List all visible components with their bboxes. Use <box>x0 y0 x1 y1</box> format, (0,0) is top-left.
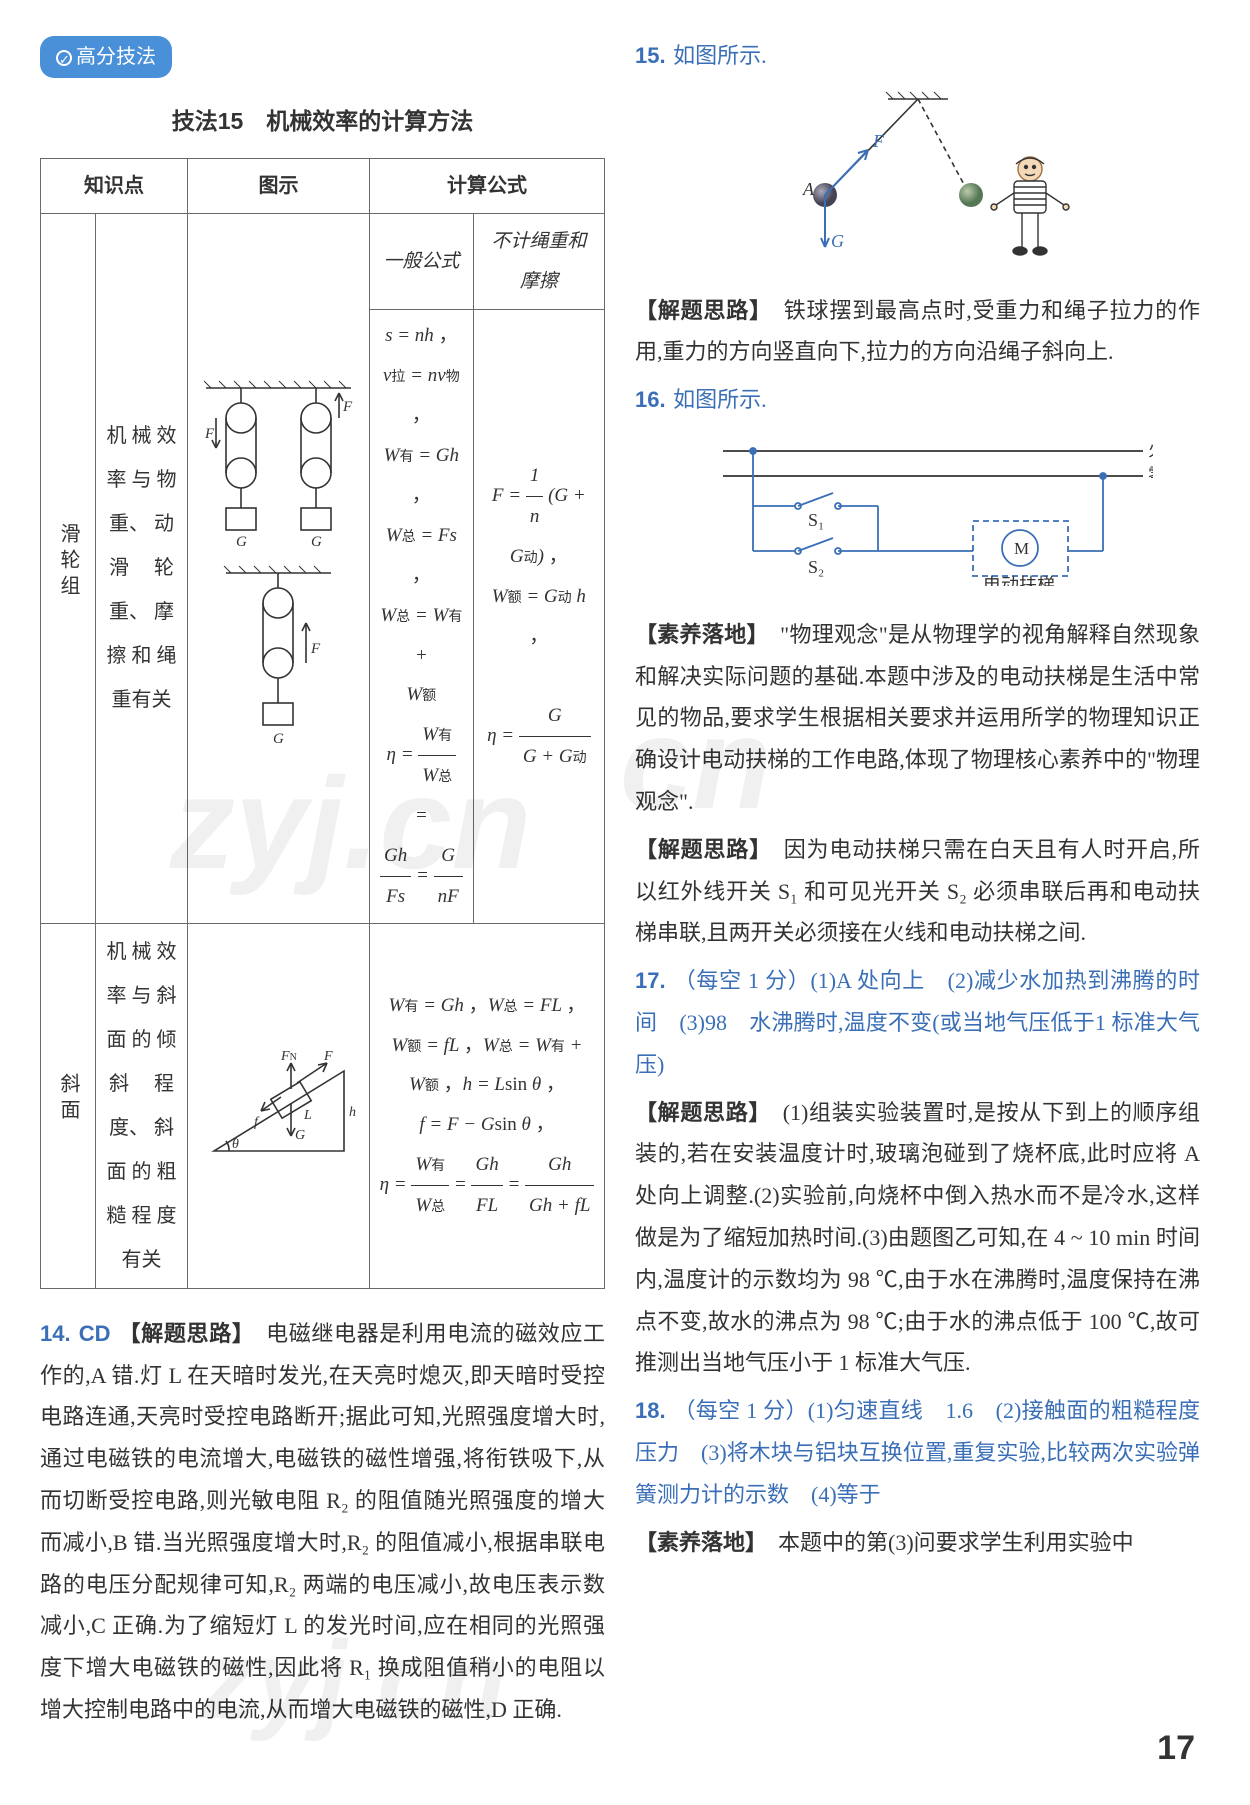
q16-number: 16. <box>635 387 666 412</box>
q17-answer-line: 17. （每空 1 分）(1)A 处向上 (2)减少水加热到沸腾的时间 (3)9… <box>635 960 1200 1085</box>
label-M: M <box>1014 539 1029 558</box>
svg-text:G: G <box>273 731 284 747</box>
incline-diagram-cell: F FN f G L h θ <box>188 923 370 1288</box>
pulley-diagram-cell: F F G G <box>188 213 370 923</box>
q18-label: 【素养落地】 <box>635 1530 756 1555</box>
tip-badge: 高分技法 <box>40 36 172 78</box>
q18-text-trail: 本题中的第(3)问要求学生利用实验中 <box>756 1530 1134 1555</box>
th-general-formula: 一般公式 <box>370 213 474 310</box>
svg-text:F: F <box>204 426 215 442</box>
circuit-diagram: 火线 零线 S₁ S₂ M 电动扶梯 <box>683 431 1153 586</box>
label-motor: 电动扶梯 <box>983 575 1055 586</box>
q16-label1: 【素养落地】 <box>635 622 758 647</box>
q16-suyang: 【素养落地】 "物理观念"是从物理学的视角解释自然现象和解决实际问题的基础.本题… <box>635 614 1200 823</box>
incline-diagram: F FN f G L h θ <box>199 1041 359 1171</box>
q14-choice: CD <box>79 1321 111 1346</box>
incline-row: 斜面 机 械 效率 与 斜面 的 倾斜 程度、 斜面 的 粗糙 程 度有关 <box>41 923 605 1288</box>
q17-label: 【解题思路】 <box>635 1100 760 1125</box>
q15-number: 15. <box>635 43 666 68</box>
svg-text:h: h <box>349 1105 356 1120</box>
label-F: F <box>872 131 885 151</box>
label-neutral: 零线 <box>1148 465 1153 485</box>
right-column: 15. 如图所示. <box>635 35 1200 1737</box>
label-s2: S₂ <box>808 557 824 577</box>
svg-text:F: F <box>310 641 321 657</box>
q15-explain: 【解题思路】 铁球摆到最高点时,受重力和绳子拉力的作用,重力的方向竖直向下,拉力… <box>635 290 1200 374</box>
svg-text:G: G <box>311 534 322 550</box>
check-icon <box>56 50 72 66</box>
q16-explain: 【解题思路】 因为电动扶梯只需在白天且有人时开启,所以红外线开关 S₁ 和可见光… <box>635 829 1200 954</box>
incline-formulas: W有 = Gh ，W总 = FL ， W额 = fL ，W总 = W有 + W额… <box>370 923 605 1288</box>
side-label-incline: 斜面 <box>49 1073 87 1125</box>
page-columns: 高分技法 技法15 机械效率的计算方法 知识点 图示 计算公式 滑轮组 机 械 … <box>40 35 1210 1737</box>
table-header-row: 知识点 图示 计算公式 <box>41 158 605 213</box>
q16-label2: 【解题思路】 <box>635 837 761 862</box>
pulley-diagram: F F G G <box>196 378 361 758</box>
formula-subheader-row: 滑轮组 机 械 效率 与 物重、 动滑 轮重、 摩擦 和 绳重有关 <box>41 213 605 310</box>
svg-text:G: G <box>236 534 247 550</box>
svg-text:F: F <box>323 1049 333 1064</box>
q16-leadin: 16. 如图所示. <box>635 379 1200 421</box>
q17-number: 17. <box>635 968 666 993</box>
q18-suyang: 【素养落地】 本题中的第(3)问要求学生利用实验中 <box>635 1522 1200 1564</box>
q14-label: 【解题思路】 <box>119 1321 244 1346</box>
q17-explain: 【解题思路】 (1)组装实验装置时,是按从下到上的顺序组装的,若在安装温度计时,… <box>635 1092 1200 1385</box>
knowledge-pulley: 机 械 效率 与 物重、 动滑 轮重、 摩擦 和 绳重有关 <box>96 213 188 923</box>
svg-text:θ: θ <box>232 1137 239 1152</box>
q15-label: 【解题思路】 <box>635 298 761 323</box>
q16-text1: "物理观念"是从物理学的视角解释自然现象和解决实际问题的基础.本题中涉及的电动扶… <box>635 622 1200 814</box>
svg-text:F: F <box>342 399 353 415</box>
badge-label: 高分技法 <box>76 46 156 68</box>
q15-leadin: 15. 如图所示. <box>635 35 1200 77</box>
q17-answer: （每空 1 分）(1)A 处向上 (2)减少水加热到沸腾的时间 (3)98 水沸… <box>635 968 1200 1077</box>
q15-leadin-text: 如图所示. <box>673 43 767 68</box>
svg-text:L: L <box>303 1108 312 1123</box>
side-label-pulley: 滑轮组 <box>49 523 87 601</box>
pulley-general-formulas: s = nh ， v拉 = nv物 ， W有 = Gh ， W总 = Fs ， … <box>370 310 474 923</box>
label-s1: S₁ <box>808 510 824 530</box>
left-column: 高分技法 技法15 机械效率的计算方法 知识点 图示 计算公式 滑轮组 机 械 … <box>40 35 605 1737</box>
knowledge-incline: 机 械 效率 与 斜面 的 倾斜 程度、 斜面 的 粗糙 程 度有关 <box>96 923 188 1288</box>
q18-answer-line: 18. （每空 1 分）(1)匀速直线 1.6 (2)接触面的粗糙程度 压力 (… <box>635 1390 1200 1515</box>
th-formula: 计算公式 <box>370 158 605 213</box>
th-knowledge: 知识点 <box>41 158 188 213</box>
pendulum-diagram: A F G <box>733 87 1103 262</box>
method-table: 知识点 图示 计算公式 滑轮组 机 械 效率 与 物重、 动滑 轮重、 摩擦 和… <box>40 158 605 1289</box>
page-number: 17 <box>1157 1716 1195 1781</box>
svg-text:FN: FN <box>280 1049 297 1064</box>
q18-number: 18. <box>635 1398 666 1423</box>
q16-figure: 火线 零线 S₁ S₂ M 电动扶梯 <box>635 431 1200 600</box>
th-diagram: 图示 <box>188 158 370 213</box>
th-no-friction: 不计绳重和摩擦 <box>473 213 604 310</box>
svg-text:G: G <box>295 1128 305 1143</box>
label-G: G <box>831 231 844 251</box>
q16-leadin-text: 如图所示. <box>673 387 767 412</box>
q14-text: 电磁继电器是利用电流的磁效应工作的,A 错.灯 L 在天暗时发光,在天亮时熄灭,… <box>40 1321 605 1722</box>
pulley-nofriction-formulas: F = 1n (G + G动) ， W额 = G动 h ， η = GG + G… <box>473 310 604 923</box>
label-live: 火线 <box>1148 440 1153 460</box>
q14-paragraph: 14. CD 【解题思路】 电磁继电器是利用电流的磁效应工作的,A 错.灯 L … <box>40 1313 605 1731</box>
q17-text: (1)组装实验装置时,是按从下到上的顺序组装的,若在安装温度计时,玻璃泡碰到了烧… <box>635 1100 1200 1376</box>
label-A: A <box>802 179 815 199</box>
q15-figure: A F G <box>635 87 1200 276</box>
method-title: 技法15 机械效率的计算方法 <box>40 100 605 144</box>
q18-answer: （每空 1 分）(1)匀速直线 1.6 (2)接触面的粗糙程度 压力 (3)将木… <box>635 1398 1222 1507</box>
q14-number: 14. <box>40 1321 71 1346</box>
